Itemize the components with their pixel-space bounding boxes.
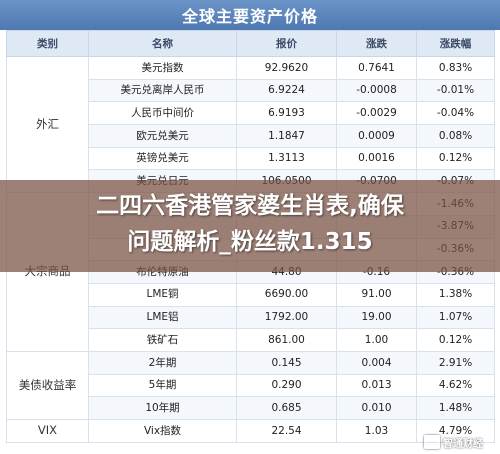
table-row: 人民币中间价 6.9193 -0.0029 -0.04% <box>7 101 495 126</box>
header-name: 名称 <box>88 30 237 57</box>
asset-name-cell: 2年期 <box>88 350 237 375</box>
banner-line-2: 问题解析_粉丝款1.315 <box>127 229 373 255</box>
price-cell: 1.1847 <box>236 124 337 148</box>
price-cell: 0.685 <box>236 396 337 420</box>
asset-name-cell: 5年期 <box>88 373 237 398</box>
watermark: 智通财经 <box>424 432 496 452</box>
category-cell: 外汇 <box>6 55 89 194</box>
asset-name-cell: 人民币中间价 <box>88 101 237 126</box>
asset-name-cell: 英镑兑美元 <box>88 146 237 171</box>
asset-name-cell: LME铜 <box>88 282 237 307</box>
change-pct-cell: -0.04% <box>416 101 495 126</box>
change-pct-cell: 0.12% <box>416 146 495 171</box>
change-cell: 0.0016 <box>336 146 417 171</box>
watermark-logo-icon <box>424 435 440 449</box>
change-pct-cell: 1.07% <box>416 305 495 330</box>
table-row: LME铜 6690.00 91.00 1.38% <box>7 282 495 307</box>
asset-name-cell: 美元指数 <box>88 56 237 80</box>
table-row: 欧元兑美元 1.1847 0.0009 0.08% <box>7 124 495 148</box>
asset-name-cell: 铁矿石 <box>88 328 237 352</box>
change-pct-cell: 0.08% <box>416 124 495 148</box>
price-cell: 0.290 <box>236 373 337 398</box>
change-pct-cell: 1.38% <box>416 282 495 307</box>
price-cell: 6690.00 <box>236 282 337 307</box>
price-cell: 6.9193 <box>236 101 337 126</box>
change-cell: -0.0008 <box>336 78 417 103</box>
asset-name-cell: 欧元兑美元 <box>88 124 237 148</box>
table-header-row: 类别 名称 报价 涨跌 涨跌幅 <box>6 30 495 57</box>
price-cell: 6.9224 <box>236 78 337 103</box>
asset-name-cell: Vix指数 <box>88 419 237 443</box>
change-cell: 0.004 <box>336 350 417 375</box>
page-title: 全球主要资产价格 <box>0 0 500 30</box>
table-row: 美债收益率 2年期 0.145 0.004 2.91% <box>6 350 495 421</box>
price-cell: 92.9620 <box>236 56 337 80</box>
table-row: LME铝 1792.00 19.00 1.07% <box>7 305 495 330</box>
banner-headline[interactable]: 二四六香港管家婆生肖表,确保 问题解析_粉丝款1.315 <box>20 188 480 260</box>
banner-overlay <box>0 180 500 272</box>
change-cell: 0.7641 <box>336 56 417 80</box>
change-cell: 1.00 <box>336 328 417 352</box>
change-cell: -0.0029 <box>336 101 417 126</box>
asset-name-cell: LME铝 <box>88 305 237 330</box>
change-pct-cell: 4.79% <box>416 419 495 443</box>
change-cell: 19.00 <box>336 305 417 330</box>
price-cell: 1.3113 <box>236 146 337 171</box>
header-price: 报价 <box>236 30 337 57</box>
change-pct-cell: 1.48% <box>416 396 495 420</box>
asset-name-cell: 美元兑离岸人民币 <box>88 78 237 103</box>
price-cell: 1792.00 <box>236 305 337 330</box>
change-cell: 91.00 <box>336 282 417 307</box>
watermark-text: 智通财经 <box>443 438 483 450</box>
change-cell: 0.0009 <box>336 124 417 148</box>
change-pct-cell: 4.62% <box>416 373 495 398</box>
change-pct-cell: 2.91% <box>416 350 495 375</box>
change-pct-cell: 0.12% <box>416 328 495 352</box>
change-cell: 1.03 <box>336 419 417 443</box>
banner-line-1: 二四六香港管家婆生肖表,确保 <box>96 193 404 219</box>
table-row: VIX Vix指数 22.54 1.03 4.79% <box>6 419 495 443</box>
table-row: 外汇 美元指数 92.9620 0.7641 0.83% <box>6 55 495 194</box>
price-cell: 861.00 <box>236 328 337 352</box>
change-pct-cell: 0.83% <box>416 56 495 80</box>
category-cell: 美债收益率 <box>6 350 89 421</box>
asset-name-cell: 10年期 <box>88 396 237 420</box>
table-row: 10年期 0.685 0.010 1.48% <box>7 396 495 420</box>
header-category: 类别 <box>6 30 89 57</box>
change-cell: 0.010 <box>336 396 417 420</box>
header-change-pct: 涨跌幅 <box>416 30 495 57</box>
price-cell: 0.145 <box>236 350 337 375</box>
header-change: 涨跌 <box>336 30 417 57</box>
table-row: 铁矿石 861.00 1.00 0.12% <box>7 328 495 352</box>
table-row: 5年期 0.290 0.013 4.62% <box>7 373 495 398</box>
change-pct-cell: -0.01% <box>416 78 495 103</box>
category-cell: VIX <box>6 419 89 443</box>
change-cell: 0.013 <box>336 373 417 398</box>
price-cell: 22.54 <box>236 419 337 443</box>
